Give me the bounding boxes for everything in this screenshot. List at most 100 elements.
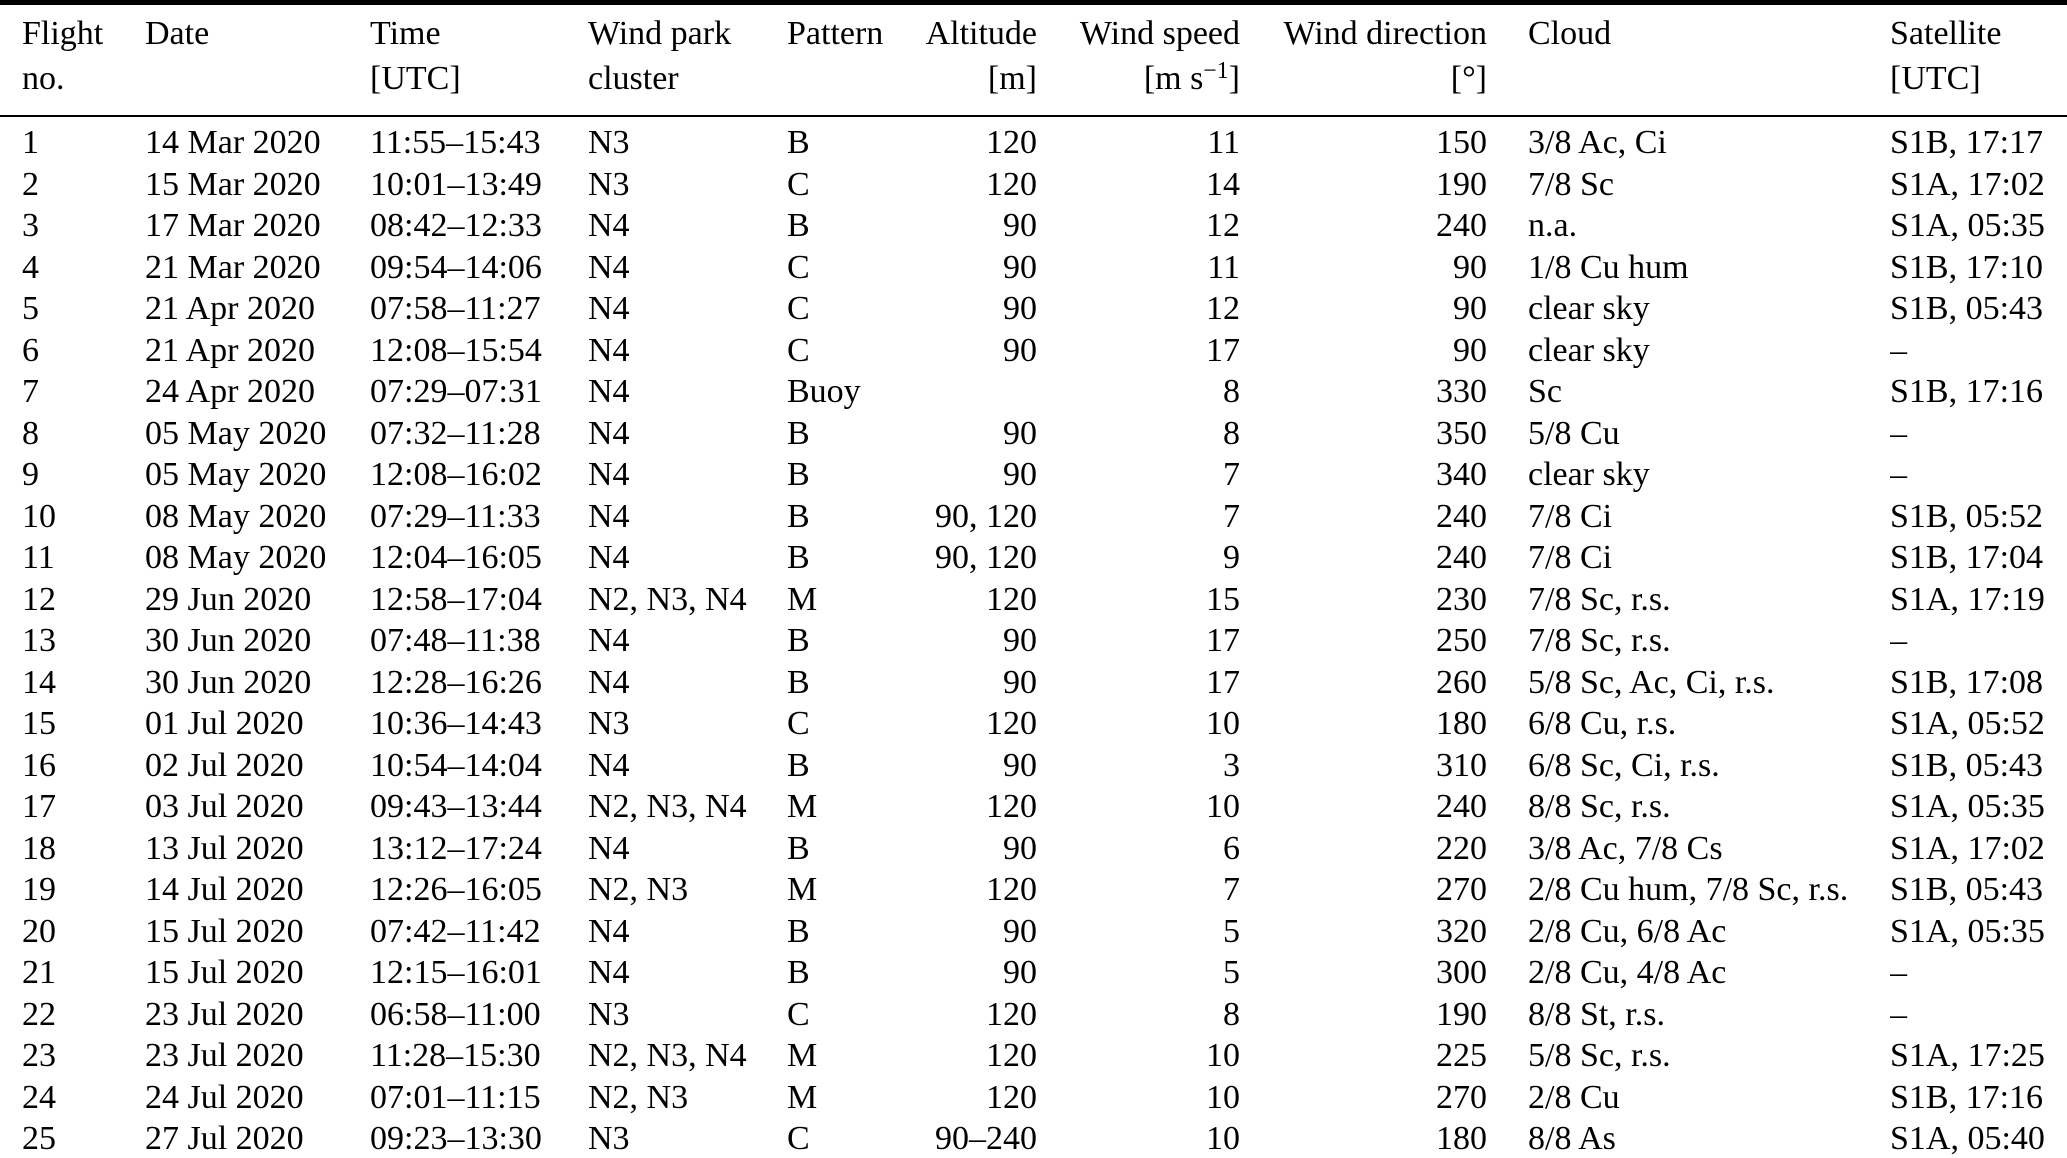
cell-date: 21 Apr 2020 — [145, 290, 315, 327]
cell-time: 12:15–16:01 — [370, 954, 542, 991]
cell-satellite: S1B, 05:43 — [1890, 290, 2044, 327]
cell-time: 11:55–15:43 — [370, 124, 541, 161]
cell-cloud: 7/8 Sc — [1528, 165, 1614, 203]
cell-wind-speed: 17 — [1206, 331, 1240, 369]
cell-time: 10:36–14:43 — [370, 705, 542, 742]
cell-wind-speed: 10 — [1206, 788, 1240, 825]
cell-pattern: B — [787, 663, 810, 701]
cell-altitude: 90–240 — [935, 1120, 1037, 1157]
header-label: Wind park — [588, 15, 732, 52]
cell-pattern: B — [787, 207, 810, 244]
cell-satellite: S1B, 17:16 — [1890, 373, 2044, 410]
cell-wind-direction: 320 — [1436, 912, 1487, 950]
table-row: 11 08 May 2020 12:04–16:05 N4 B 90, 120 9 240 7/… — [0, 537, 2067, 579]
cell-wind-direction: 240 — [1436, 788, 1487, 825]
cell-altitude: 90, 120 — [935, 539, 1037, 576]
table-row: 13 30 Jun 2020 07:48–11:38 N4 B 90 17 250 7/8 Sc… — [0, 620, 2067, 662]
cell-flight-no: 25 — [22, 1120, 56, 1157]
cell-date: 02 Jul 2020 — [145, 746, 304, 784]
cell-time: 07:42–11:42 — [370, 912, 541, 950]
cell-date: 14 Jul 2020 — [145, 871, 304, 908]
cell-date: 27 Jul 2020 — [145, 1120, 304, 1157]
cell-time: 07:29–11:33 — [370, 497, 541, 535]
header-label: Cloud — [1528, 15, 1612, 52]
cell-pattern: B — [787, 497, 810, 535]
cell-satellite: – — [1890, 622, 1907, 659]
cell-wind-direction: 180 — [1436, 705, 1487, 742]
cell-wind-speed: 7 — [1223, 871, 1240, 908]
cell-wind-speed: 9 — [1223, 539, 1240, 576]
cell-wind-speed: 7 — [1223, 497, 1240, 535]
header-wind-direction: Wind direction [°] — [1240, 2, 1487, 117]
cell-cloud: 8/8 As — [1528, 1120, 1616, 1157]
cell-time: 12:28–16:26 — [370, 663, 542, 701]
cell-altitude: 120 — [986, 580, 1037, 618]
cell-pattern: M — [787, 1037, 818, 1074]
cell-flight-no: 18 — [22, 829, 56, 867]
cell-date: 30 Jun 2020 — [145, 622, 312, 659]
cell-flight-no: 3 — [22, 207, 39, 244]
cell-time: 09:43–13:44 — [370, 788, 542, 825]
cell-cluster: N3 — [588, 1120, 630, 1157]
cell-altitude: 90 — [1003, 829, 1037, 867]
header-label: Wind speed — [1079, 15, 1240, 52]
cell-flight-no: 4 — [22, 248, 39, 286]
header-date: Date — [145, 2, 370, 117]
cell-wind-direction: 250 — [1436, 622, 1487, 659]
cell-date: 23 Jul 2020 — [145, 1037, 304, 1074]
table-row: 1 14 Mar 2020 11:55–15:43 N3 B 120 11 150 3/8 Ac… — [0, 116, 2067, 164]
cell-cluster: N3 — [588, 995, 630, 1033]
cell-flight-no: 13 — [22, 622, 56, 659]
cell-date: 30 Jun 2020 — [145, 663, 312, 701]
cell-cloud: 1/8 Cu hum — [1528, 248, 1689, 286]
cell-date: 08 May 2020 — [145, 497, 327, 535]
header-time: Time [UTC] — [370, 2, 588, 117]
cell-cloud: 6/8 Sc, Ci, r.s. — [1528, 746, 1720, 784]
header-flight-no: Flight no. — [0, 2, 145, 117]
cell-altitude: 120 — [986, 788, 1037, 825]
cell-wind-direction: 90 — [1453, 248, 1487, 286]
cell-pattern: C — [787, 290, 810, 327]
cell-wind-speed: 14 — [1206, 165, 1240, 203]
cell-cloud: 8/8 St, r.s. — [1528, 995, 1665, 1033]
cell-cluster: N4 — [588, 954, 630, 991]
cell-time: 12:08–15:54 — [370, 331, 542, 369]
cell-time: 12:08–16:02 — [370, 456, 542, 493]
cell-altitude: 90 — [1003, 663, 1037, 701]
table-row: 12 29 Jun 2020 12:58–17:04 N2, N3, N4 M 120 15… — [0, 579, 2067, 621]
cell-wind-direction: 190 — [1436, 995, 1487, 1033]
header-unit: [m] — [987, 60, 1037, 97]
cell-wind-speed: 5 — [1223, 912, 1240, 950]
cell-pattern: C — [787, 165, 810, 203]
cell-altitude: 90 — [1003, 414, 1037, 452]
cell-wind-speed: 10 — [1206, 1078, 1240, 1116]
cell-altitude: 120 — [986, 871, 1037, 908]
cell-flight-no: 6 — [22, 331, 39, 369]
cell-pattern: B — [787, 414, 810, 452]
unit-superscript: −1 — [1203, 58, 1229, 85]
header-label: Flight — [22, 15, 104, 52]
cell-flight-no: 10 — [22, 497, 56, 535]
cell-date: 13 Jul 2020 — [145, 829, 304, 867]
cell-date: 08 May 2020 — [145, 539, 327, 576]
cell-satellite: S1B, 17:16 — [1890, 1078, 2044, 1116]
cell-time: 07:01–11:15 — [370, 1078, 541, 1116]
cell-date: 15 Jul 2020 — [145, 954, 304, 991]
cell-satellite: S1A, 05:35 — [1890, 788, 2045, 825]
cell-cluster: N4 — [588, 290, 630, 327]
cell-wind-speed: 8 — [1223, 373, 1240, 410]
cell-flight-no: 7 — [22, 373, 39, 410]
table-row: 25 27 Jul 2020 09:23–13:30 N3 C 90–240 10 180 8/… — [0, 1118, 2067, 1158]
cell-cloud: n.a. — [1528, 207, 1578, 244]
cell-altitude: 120 — [986, 995, 1037, 1033]
cell-date: 03 Jul 2020 — [145, 788, 304, 825]
cell-cluster: N4 — [588, 539, 630, 576]
cell-cluster: N3 — [588, 705, 630, 742]
cell-pattern: C — [787, 995, 810, 1033]
cell-altitude: 90 — [1003, 207, 1037, 244]
cell-cloud: 7/8 Ci — [1528, 539, 1613, 576]
header-unit: [m s−1] — [1037, 56, 1240, 105]
cell-date: 05 May 2020 — [145, 414, 327, 452]
cell-pattern: M — [787, 871, 818, 908]
table-row: 5 21 Apr 2020 07:58–11:27 N4 C 90 12 90 clear sk… — [0, 288, 2067, 330]
